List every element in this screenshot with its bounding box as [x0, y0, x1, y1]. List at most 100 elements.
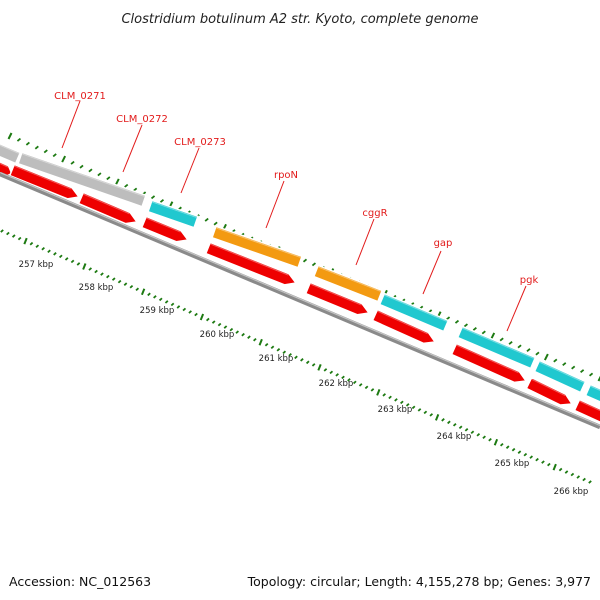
gene-feature-gap — [378, 292, 450, 333]
ruler-tick — [117, 279, 122, 284]
ruler-tick — [388, 395, 392, 400]
ruler-tick — [441, 418, 445, 422]
ruler-tick — [270, 345, 275, 350]
ruler-tick — [76, 262, 81, 266]
ruler-tick — [335, 373, 339, 377]
ruler-tick — [311, 363, 316, 367]
cds-arrow — [9, 163, 80, 200]
outer-tick — [463, 323, 468, 328]
outer-tick — [543, 353, 549, 361]
ruler-tick — [82, 263, 87, 270]
ruler-tick — [529, 455, 534, 459]
genome-backbone — [0, 171, 600, 430]
gene-label-cggr: cggR — [355, 208, 388, 266]
outer-tick — [553, 358, 558, 363]
svg-text:pgk: pgk — [520, 275, 539, 286]
kbp-label: 260 kbp — [200, 330, 235, 340]
ruler-tick — [164, 300, 169, 304]
kbp-label: 257 kbp — [19, 260, 54, 270]
outer-tick — [25, 141, 30, 146]
ruler-tick — [258, 338, 263, 346]
gene-features — [0, 139, 600, 424]
kbp-labels: 257 kbp 258 kbp 259 kbp 260 kbp 261 kbp … — [19, 260, 589, 497]
gene-label-clm-0271: CLM_0271 — [54, 91, 106, 149]
ruler-tick — [241, 332, 245, 337]
ruler-tick — [499, 442, 504, 447]
gene-feature-cyan-edge — [584, 383, 600, 411]
ruler-tick — [35, 244, 40, 248]
ruler-tick — [341, 375, 345, 380]
ruler-tick — [205, 317, 210, 322]
ruler-tick — [305, 360, 310, 365]
outer-tick — [97, 172, 102, 177]
ruler-tick — [153, 295, 157, 299]
ruler-tick — [358, 383, 363, 387]
ruler-tick — [100, 272, 104, 276]
gene-feature-cggr — [312, 264, 384, 303]
outer-tick — [124, 183, 129, 188]
ruler-tick — [199, 313, 205, 321]
gene-label-clm-0272: CLM_0272 — [116, 114, 168, 173]
outer-tick — [7, 132, 13, 140]
ruler-tick — [482, 435, 486, 440]
ruler-tick — [434, 413, 440, 421]
outer-tick — [43, 149, 48, 154]
ruler-tick — [376, 388, 381, 396]
ruler-tick — [570, 472, 575, 477]
ruler-tick — [323, 368, 328, 372]
ruler-tick — [29, 241, 34, 246]
ruler-tick — [94, 269, 98, 274]
ruler-tick — [347, 378, 351, 382]
ruler-tick — [176, 305, 181, 309]
ruler-tick — [394, 398, 398, 402]
ruler-tick — [523, 452, 528, 457]
ruler-tick — [123, 282, 128, 286]
outer-tick — [571, 365, 576, 370]
gene-feature-clm-0272 — [17, 151, 147, 208]
ruler-tick — [188, 310, 192, 314]
outer-tick — [499, 337, 504, 342]
ruler-tick — [588, 480, 592, 484]
ruler-tick — [423, 410, 428, 415]
ruler-tick — [517, 450, 522, 454]
outer-tick — [79, 164, 84, 169]
ruler-tick — [547, 462, 551, 467]
ruler-tick — [576, 475, 581, 479]
ruler-tick — [364, 385, 369, 390]
ruler-tick — [11, 234, 16, 238]
outer-tick — [16, 137, 22, 142]
gene-feature-clm-0273 — [147, 199, 199, 229]
outer-tick — [508, 341, 513, 345]
topology-text: Topology: circular; Length: 4,155,278 bp… — [247, 574, 591, 589]
ruler-tick — [370, 388, 375, 392]
ruler-tick — [211, 320, 216, 324]
ruler-tick — [288, 353, 292, 357]
gene-feature-cyan — [533, 359, 587, 394]
kbp-label: 266 kbp — [554, 487, 589, 497]
ruler-tick — [564, 470, 569, 474]
ruler-tick — [70, 259, 75, 264]
ruler-tick — [264, 342, 269, 347]
ruler-tick — [58, 254, 63, 259]
ruler-tick — [452, 423, 457, 427]
svg-text:CLM_0273: CLM_0273 — [174, 137, 226, 148]
outer-tick-marks — [7, 132, 600, 382]
outer-tick — [472, 326, 477, 331]
ruler-tick — [505, 445, 510, 449]
ruler-tick — [106, 274, 110, 279]
gene-labels: CLM_0271 CLM_0272 CLM_0273 rpoN cggR gap… — [54, 91, 539, 332]
ruler-tick — [247, 335, 251, 339]
outer-tick — [445, 316, 451, 321]
ruler-tick — [276, 348, 281, 352]
ruler-tick — [235, 330, 240, 334]
gene-label-clm-0273: CLM_0273 — [174, 137, 226, 194]
outer-tick — [70, 160, 75, 165]
ruler-tick — [41, 246, 45, 251]
ruler-tick — [88, 267, 93, 271]
ruler-tick — [223, 325, 228, 329]
outer-tick — [302, 258, 308, 263]
accession-text: Accession: NC_012563 — [9, 574, 151, 589]
gene-label-pgk: pgk — [506, 275, 539, 332]
kbp-label: 261 kbp — [259, 354, 294, 364]
